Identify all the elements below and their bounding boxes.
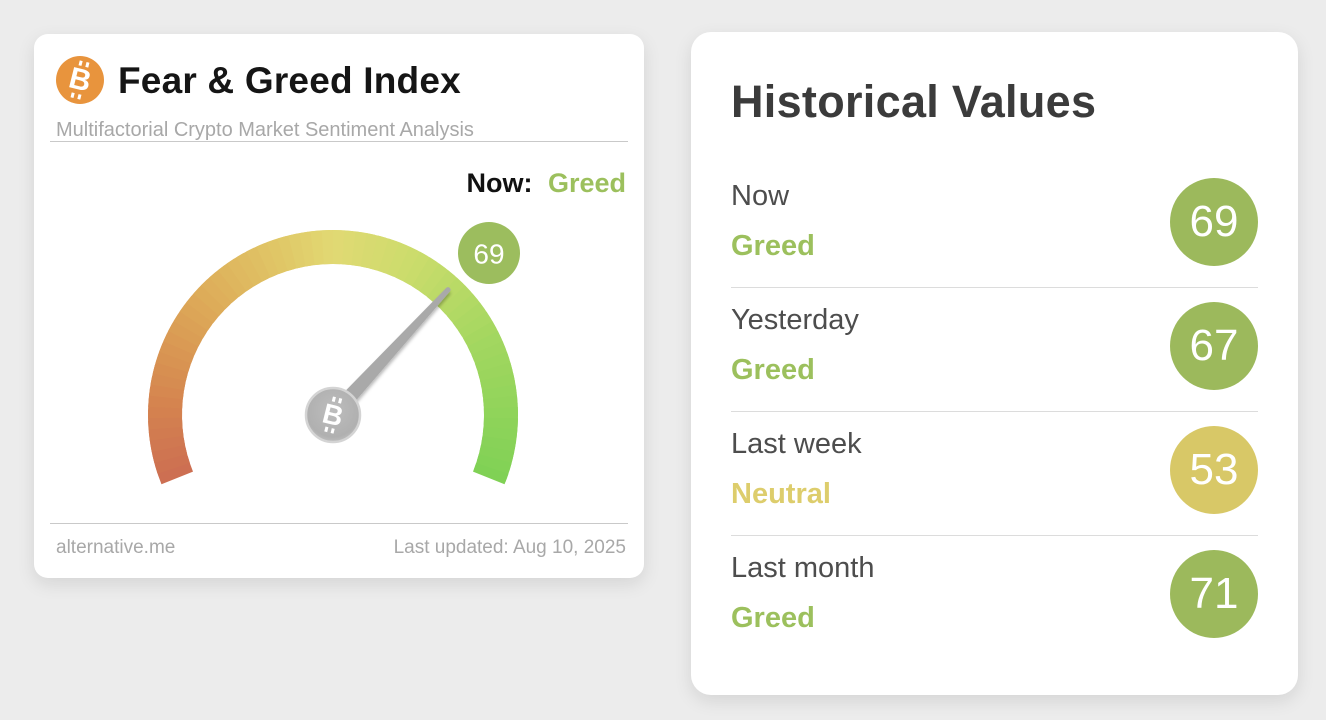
source-link[interactable]: alternative.me (56, 537, 176, 558)
row-value-badge: 71 (1170, 550, 1258, 638)
row-divider (731, 535, 1258, 536)
gauge-value-text: 69 (473, 239, 504, 270)
row-divider (731, 411, 1258, 412)
widget-title: Fear & Greed Index (118, 60, 461, 101)
row-label: Last week (731, 428, 862, 460)
row-value-badge: 53 (1170, 426, 1258, 514)
row-label: Now (731, 180, 790, 212)
row-label: Last month (731, 552, 875, 584)
now-line: Now: Greed (466, 168, 626, 199)
footer-divider (50, 523, 628, 524)
row-label: Yesterday (731, 304, 859, 336)
row-classification: Greed (731, 354, 815, 386)
widget-footer: alternative.me Last updated: Aug 10, 202… (56, 537, 626, 559)
row-classification: Greed (731, 230, 815, 262)
header-divider (50, 141, 628, 142)
now-value: Greed (547, 168, 626, 198)
row-divider (731, 287, 1258, 288)
row-value-badge: 67 (1170, 302, 1258, 390)
fear-greed-gauge: B 69 (148, 222, 520, 485)
gauge-hub-bitcoin-icon: B (304, 386, 362, 444)
row-classification: Greed (731, 602, 815, 634)
row-value-badge: 69 (1170, 178, 1258, 266)
now-label: Now: (466, 168, 533, 198)
gauge-value-badge: 69 (458, 222, 520, 284)
history-row-last-week: Last week Neutral 53 (731, 426, 1258, 514)
needle-tip (445, 287, 451, 293)
gauge-needle (327, 288, 450, 421)
historical-title: Historical Values (731, 76, 1097, 127)
last-updated-text: Last updated: Aug 10, 2025 (393, 537, 626, 558)
bitcoin-icon: B (56, 56, 104, 104)
fear-greed-widget-card: B Fear & Greed Index Multifactorial Cryp… (34, 34, 644, 578)
widget-subtitle: Multifactorial Crypto Market Sentiment A… (56, 119, 474, 141)
gauge-arc (148, 230, 518, 485)
row-classification: Neutral (731, 478, 831, 510)
history-row-last-month: Last month Greed 71 (731, 550, 1258, 638)
history-row-now: Now Greed 69 (731, 178, 1258, 266)
historical-values-card: Historical Values Now Greed 69 Yesterday… (691, 32, 1298, 695)
history-row-yesterday: Yesterday Greed 67 (731, 302, 1258, 390)
